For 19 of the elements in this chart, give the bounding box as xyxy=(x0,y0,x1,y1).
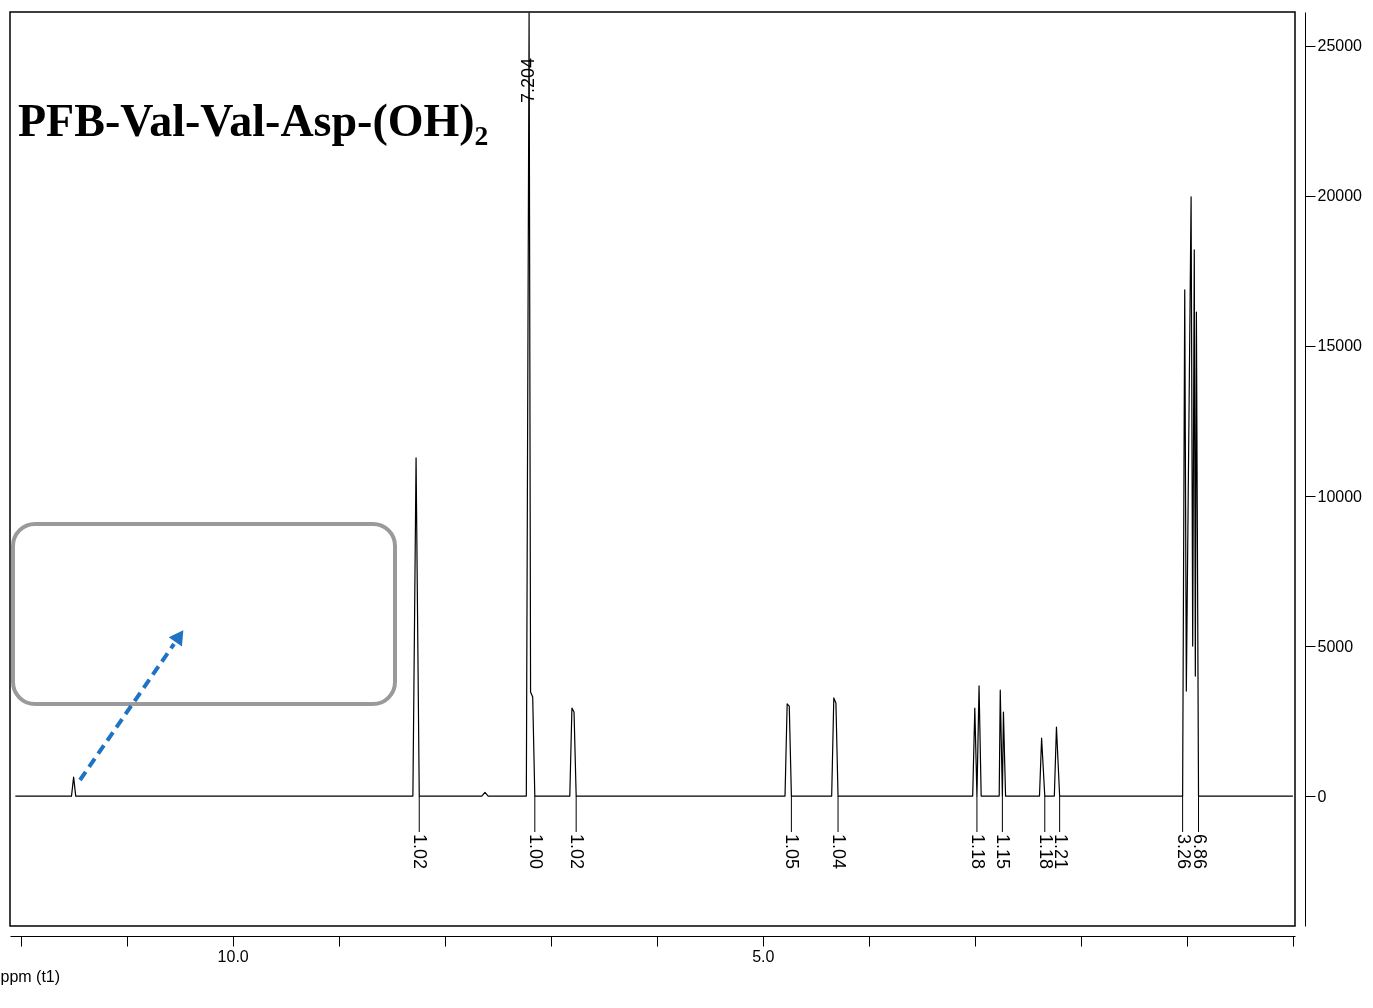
y-tick-label: 15000 xyxy=(1317,337,1363,355)
text: PFB-Val-Val-Asp-(OH)₂ xyxy=(18,95,489,146)
annotation: 1.18 xyxy=(967,834,988,870)
y-tick-label: 10000 xyxy=(1317,487,1363,505)
annotation: 1.02 xyxy=(567,834,588,870)
x-axis-title: ppm (t1) xyxy=(0,967,61,985)
x-tick-label: 10.0 xyxy=(217,947,249,965)
annotation: 1.05 xyxy=(782,834,803,870)
y-tick-label: 25000 xyxy=(1317,37,1363,55)
annotation: 1.02 xyxy=(410,834,431,870)
x-tick-label: 5.0 xyxy=(752,947,775,965)
annotation: 1.15 xyxy=(993,834,1014,870)
annotation: 1.04 xyxy=(829,834,850,870)
annotation: 1.00 xyxy=(525,834,546,870)
y-tick-label: 0 xyxy=(1317,787,1327,805)
y-tick-label: 20000 xyxy=(1317,187,1363,205)
annotation: 3.26 xyxy=(1173,834,1194,870)
y-tick-label: 5000 xyxy=(1317,637,1354,655)
annotation: 7.204 xyxy=(518,57,539,103)
